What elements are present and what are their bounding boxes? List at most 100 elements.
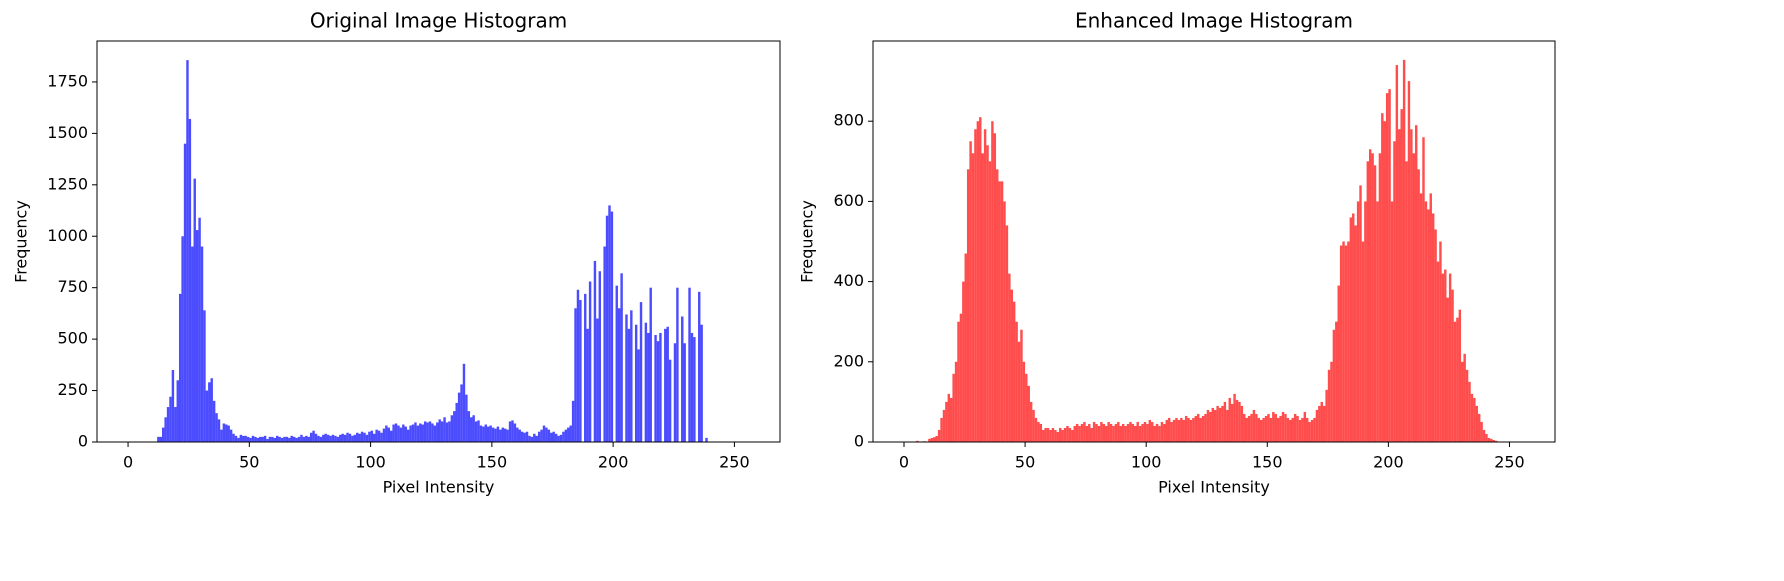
histogram-bar (1373, 165, 1377, 442)
histogram-bar (705, 437, 708, 442)
histogram-bar (1209, 411, 1212, 442)
histogram-bar (1446, 297, 1449, 442)
histogram-bar (1369, 149, 1372, 442)
histogram-bar (193, 178, 196, 442)
histogram-bar (1138, 425, 1142, 442)
histogram-bar (392, 424, 395, 442)
histogram-bar (1117, 421, 1120, 442)
histogram-bar (1124, 425, 1127, 442)
histogram-bar (1228, 397, 1231, 442)
x-tick-label: 50 (239, 453, 259, 472)
histogram-bar (1163, 423, 1166, 442)
y-tick-label: 250 (57, 380, 88, 399)
histogram-bar (285, 436, 289, 442)
histogram-bar (1461, 361, 1464, 442)
histogram-bar (535, 435, 538, 442)
histogram-bar (1407, 81, 1411, 442)
histogram-bar (698, 291, 701, 442)
histogram-bar (1257, 417, 1261, 442)
histogram-bar (290, 435, 293, 442)
histogram-bar (983, 129, 987, 442)
histogram-bar (1158, 425, 1161, 442)
histogram-bar (1434, 229, 1437, 442)
histogram-bar (256, 437, 260, 442)
histogram-bar (916, 440, 919, 442)
histogram-bar (482, 426, 485, 442)
histogram-bar (952, 373, 955, 442)
histogram-bar (450, 415, 454, 442)
histogram-bar (200, 246, 204, 442)
histogram-bar (409, 425, 412, 442)
histogram-bar (1073, 425, 1076, 442)
histogram-bar (181, 236, 184, 442)
histogram-bar (322, 434, 325, 442)
histogram-bar (528, 435, 531, 442)
histogram-bar (937, 429, 941, 442)
histogram-bar (668, 359, 672, 442)
histogram-bar (1402, 59, 1406, 443)
histogram-bar (1339, 245, 1343, 442)
histogram-bar (363, 432, 366, 442)
histogram-bar (1131, 423, 1135, 442)
histogram-bar (930, 437, 934, 442)
histogram-bar (1451, 289, 1454, 442)
x-tick-label: 100 (355, 453, 386, 472)
histogram-bar (295, 437, 298, 442)
histogram-bar (1354, 225, 1357, 442)
x-tick-label: 50 (1015, 453, 1035, 472)
histogram-bar (1492, 439, 1495, 442)
histogram-bar (1260, 419, 1263, 442)
histogram-bar (254, 436, 257, 442)
histogram-bar (1199, 417, 1202, 442)
histogram-bar (1129, 421, 1132, 442)
histogram-bar (634, 324, 638, 442)
histogram-bar (1264, 415, 1268, 442)
histogram-bar (1398, 129, 1401, 442)
histogram-bar (1468, 381, 1471, 442)
histogram-bar (339, 434, 342, 442)
histogram-bar (358, 433, 361, 442)
histogram-bar (639, 302, 643, 442)
histogram-bar (370, 430, 374, 442)
histogram-bar (399, 427, 403, 442)
histogram-bar (1170, 421, 1173, 442)
histogram-bar (373, 433, 376, 442)
histogram-bar (237, 437, 240, 442)
histogram-bar (220, 429, 223, 442)
histogram-bar (1223, 401, 1227, 442)
histogram-bar (406, 429, 410, 442)
histogram-bar (1238, 401, 1241, 442)
histogram-bar (554, 433, 558, 442)
histogram-bar (1143, 421, 1147, 442)
histogram-bar (964, 253, 967, 442)
histogram-bar (620, 273, 623, 442)
histogram-bar (346, 432, 349, 442)
histogram-bar (501, 427, 504, 442)
axes-frame (872, 40, 1556, 443)
histogram-bar (966, 169, 970, 442)
histogram-bar (974, 129, 977, 442)
histogram-bar (178, 293, 182, 442)
histogram-bar (1044, 427, 1047, 442)
histogram-bar (673, 343, 677, 442)
histogram-bar (317, 435, 320, 442)
histogram-bar (1088, 423, 1091, 442)
histogram-bar (1187, 417, 1190, 442)
histogram-bar (1490, 438, 1493, 442)
histogram-bar (157, 436, 160, 442)
histogram-bar (457, 392, 461, 442)
histogram-bar (1192, 417, 1195, 442)
histogram-bar (365, 434, 369, 442)
histogram-bar (259, 436, 262, 442)
histogram-bar (360, 431, 364, 442)
histogram-bar (933, 437, 936, 442)
histogram-bar (212, 400, 216, 442)
histogram-bar (1039, 423, 1043, 442)
histogram-bar (928, 438, 931, 442)
histogram-bar (1155, 423, 1159, 442)
histogram-bar (627, 328, 631, 442)
histogram-bar (1105, 425, 1108, 442)
histogram-bar (423, 421, 427, 442)
histogram-bar (1361, 241, 1365, 442)
